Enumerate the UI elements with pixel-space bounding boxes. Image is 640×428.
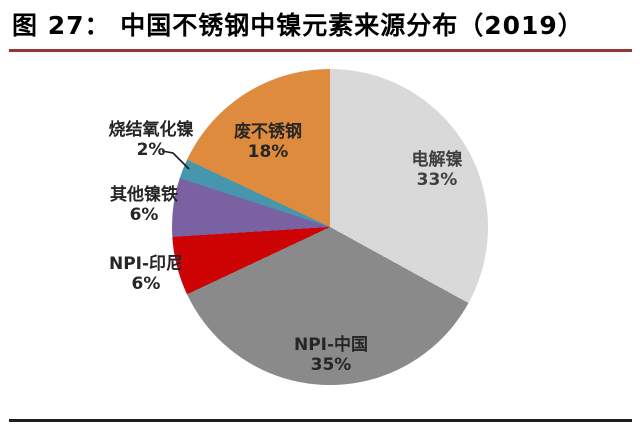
slice-percent: 18% [247, 142, 289, 162]
slice-name: NPI-印尼 [108, 254, 184, 274]
slice-label-npi-yinni: NPI-印尼 6% [109, 254, 183, 294]
slice-percent: 33% [416, 170, 458, 190]
slice-percent: 6% [131, 274, 161, 294]
slice-percent: 6% [129, 205, 159, 225]
figure-title: 图 27： 中国不锈钢中镍元素来源分布（2019） [12, 11, 584, 40]
slice-label-npi-zhongguo: NPI-中国 35% [294, 335, 368, 375]
slice-label-fei-buxiugang: 废不锈钢 18% [234, 122, 302, 162]
slice-percent: 2% [136, 140, 166, 160]
bottom-divider [9, 419, 632, 422]
slice-name: 废不锈钢 [234, 122, 302, 142]
title-divider [9, 49, 632, 52]
slice-label-shaojie-yanghuanie: 烧结氧化镍 2% [109, 120, 194, 160]
slice-name: 烧结氧化镍 [108, 120, 194, 140]
pie-chart [172, 69, 488, 385]
slice-label-dianjienie: 电解镍 33% [412, 150, 463, 190]
slice-name: NPI-中国 [293, 335, 369, 355]
slice-name: 电解镍 [411, 150, 463, 170]
slice-percent: 35% [310, 355, 352, 375]
slice-label-qita-nietie: 其他镍铁 6% [110, 185, 178, 225]
slice-name: 其他镍铁 [110, 185, 178, 205]
